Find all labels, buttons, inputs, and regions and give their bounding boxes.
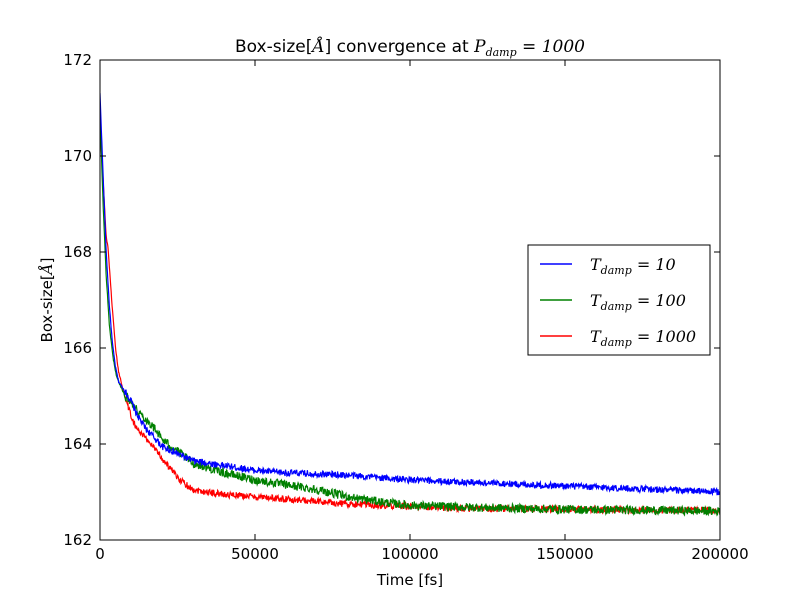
legend-label: Tdamp = 10: [590, 255, 676, 277]
ticks-layer: 0 50000 100000 150000 200000 162 164 166 168 170 1…: [63, 51, 748, 563]
legend-label: Tdamp = 1000: [590, 327, 696, 349]
x-tick-label: 200000: [691, 545, 748, 563]
y-tick-label: 168: [63, 243, 92, 261]
title-sub: damp: [486, 46, 517, 59]
y-label-suffix: ]: [38, 258, 56, 264]
series-layer: [100, 93, 720, 517]
title-var: P: [473, 37, 486, 57]
x-tick-label: 50000: [231, 545, 279, 563]
x-tick-label: 100000: [381, 545, 438, 563]
title-eq: = 1000: [517, 37, 585, 57]
legend-label: Tdamp = 100: [590, 291, 686, 313]
x-axis-label: Time [fs]: [376, 571, 443, 589]
title-prefix: Box-size[: [235, 37, 312, 57]
x-tick-label: 0: [95, 545, 105, 563]
series-line-0: [100, 93, 720, 497]
y-tick-label: 162: [63, 531, 92, 549]
y-label-prefix: Box-size[: [38, 274, 56, 342]
title-middle: ] convergence at: [325, 37, 475, 57]
y-tick-label: 170: [63, 147, 92, 165]
chart-title: Box-size[Å] convergence at Pdamp = 1000: [235, 36, 585, 59]
y-tick-label: 166: [63, 339, 92, 357]
series-line-1: [100, 112, 720, 517]
y-tick-label: 164: [63, 435, 92, 453]
x-tick-label: 150000: [536, 545, 593, 563]
y-axis-label: Box-size[Å]: [38, 258, 56, 343]
legend: Tdamp = 10 Tdamp = 100 Tdamp = 1000: [527, 244, 711, 356]
title-unit: Å: [310, 36, 324, 57]
y-tick-label: 172: [63, 51, 92, 69]
y-label-unit: Å: [38, 263, 56, 276]
